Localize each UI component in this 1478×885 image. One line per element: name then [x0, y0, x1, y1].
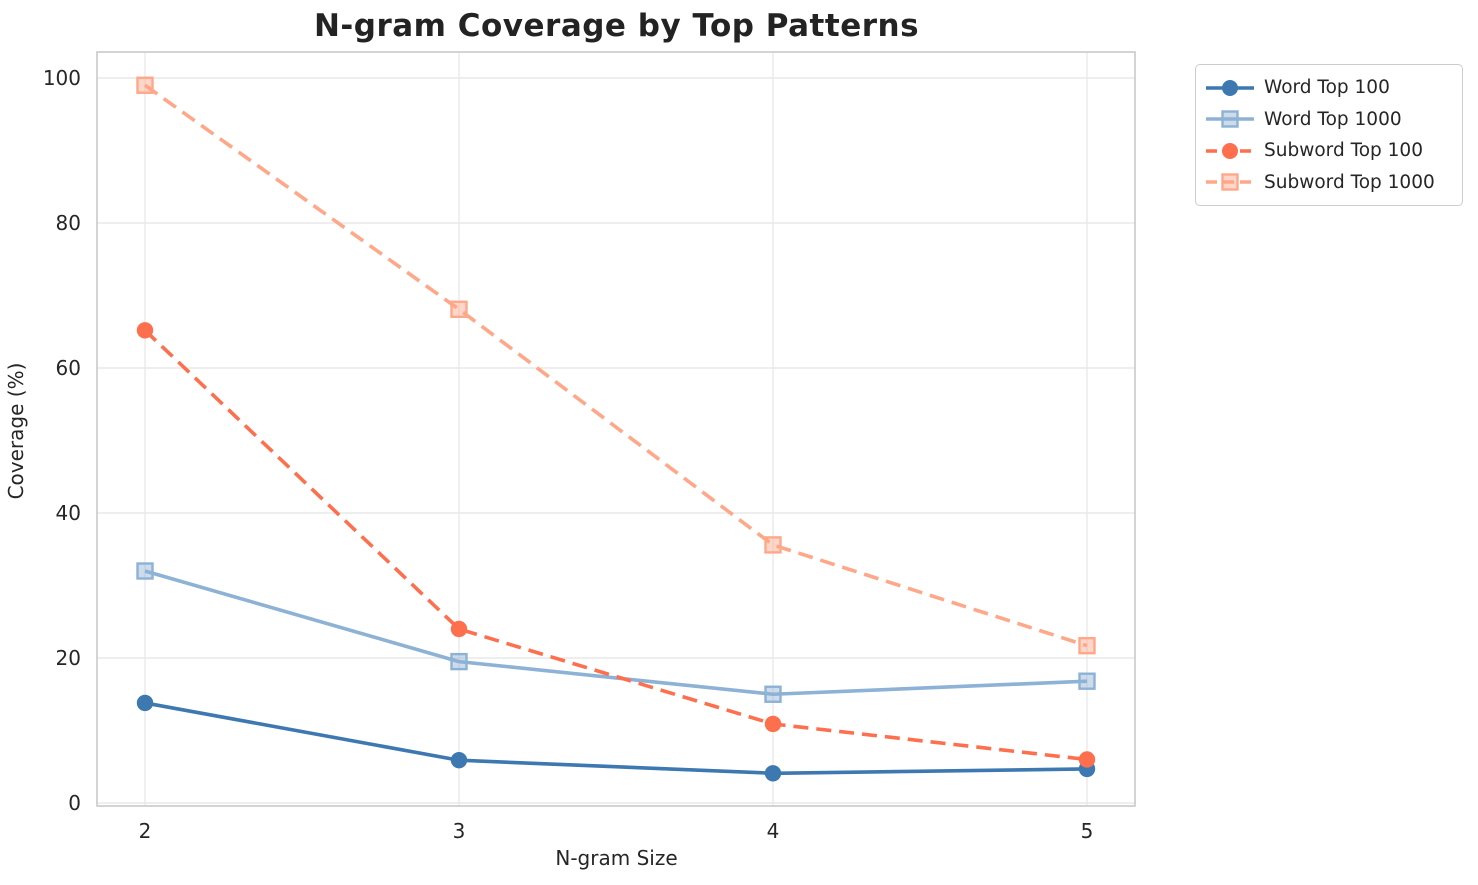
data-point [764, 685, 782, 703]
y-tick-label: 0 [68, 791, 81, 815]
x-tick-label: 3 [453, 819, 466, 843]
legend-sample-circle-icon [1204, 139, 1256, 163]
legend-sample-square-icon [1204, 170, 1256, 194]
data-point [450, 620, 468, 638]
data-point [450, 300, 468, 318]
legend-label: Subword Top 1000 [1264, 171, 1435, 193]
legend-item: Word Top 1000 [1204, 104, 1452, 136]
series-line-word-top-100 [144, 701, 1088, 776]
x-tick-label: 4 [767, 819, 780, 843]
data-point [1078, 672, 1096, 690]
legend-sample-square-icon [1204, 107, 1256, 131]
data-point [764, 765, 782, 782]
y-axis-title: Coverage (%) [4, 362, 28, 500]
data-point [450, 752, 468, 769]
chart-title: N-gram Coverage by Top Patterns [313, 8, 920, 44]
data-point [764, 715, 782, 733]
series-line-subword-top-100 [143, 328, 1088, 762]
data-point [136, 694, 154, 712]
data-point [1078, 751, 1096, 768]
y-tick-label: 100 [43, 66, 81, 90]
y-tick-label: 60 [56, 356, 81, 380]
x-tick-label: 2 [139, 819, 152, 843]
legend-label: Subword Top 100 [1264, 140, 1423, 162]
legend-item: Subword Top 1000 [1204, 167, 1452, 199]
y-tick-label: 80 [56, 211, 81, 235]
x-axis-title: N-gram Size [555, 846, 678, 870]
legend-label: Word Top 1000 [1264, 108, 1402, 130]
data-point [136, 322, 154, 339]
legend-item: Word Top 100 [1204, 72, 1452, 104]
data-point [450, 652, 468, 671]
series-line-subword-top-1000 [143, 83, 1088, 648]
legend-label: Word Top 100 [1264, 77, 1390, 99]
y-tick-label: 20 [56, 646, 81, 670]
data-point [764, 536, 782, 554]
series-line-word-top-1000 [144, 569, 1088, 697]
legend-item: Subword Top 100 [1204, 135, 1452, 167]
x-tick-label: 5 [1081, 819, 1094, 843]
data-point [136, 76, 154, 94]
legend: Word Top 100 Word Top 1000 Subword Top 100… [1195, 64, 1463, 206]
legend-sample-circle-icon [1204, 76, 1256, 100]
plot-border [96, 51, 1136, 807]
data-point [1078, 636, 1096, 655]
y-tick-label: 40 [56, 501, 81, 525]
data-point [136, 562, 154, 580]
